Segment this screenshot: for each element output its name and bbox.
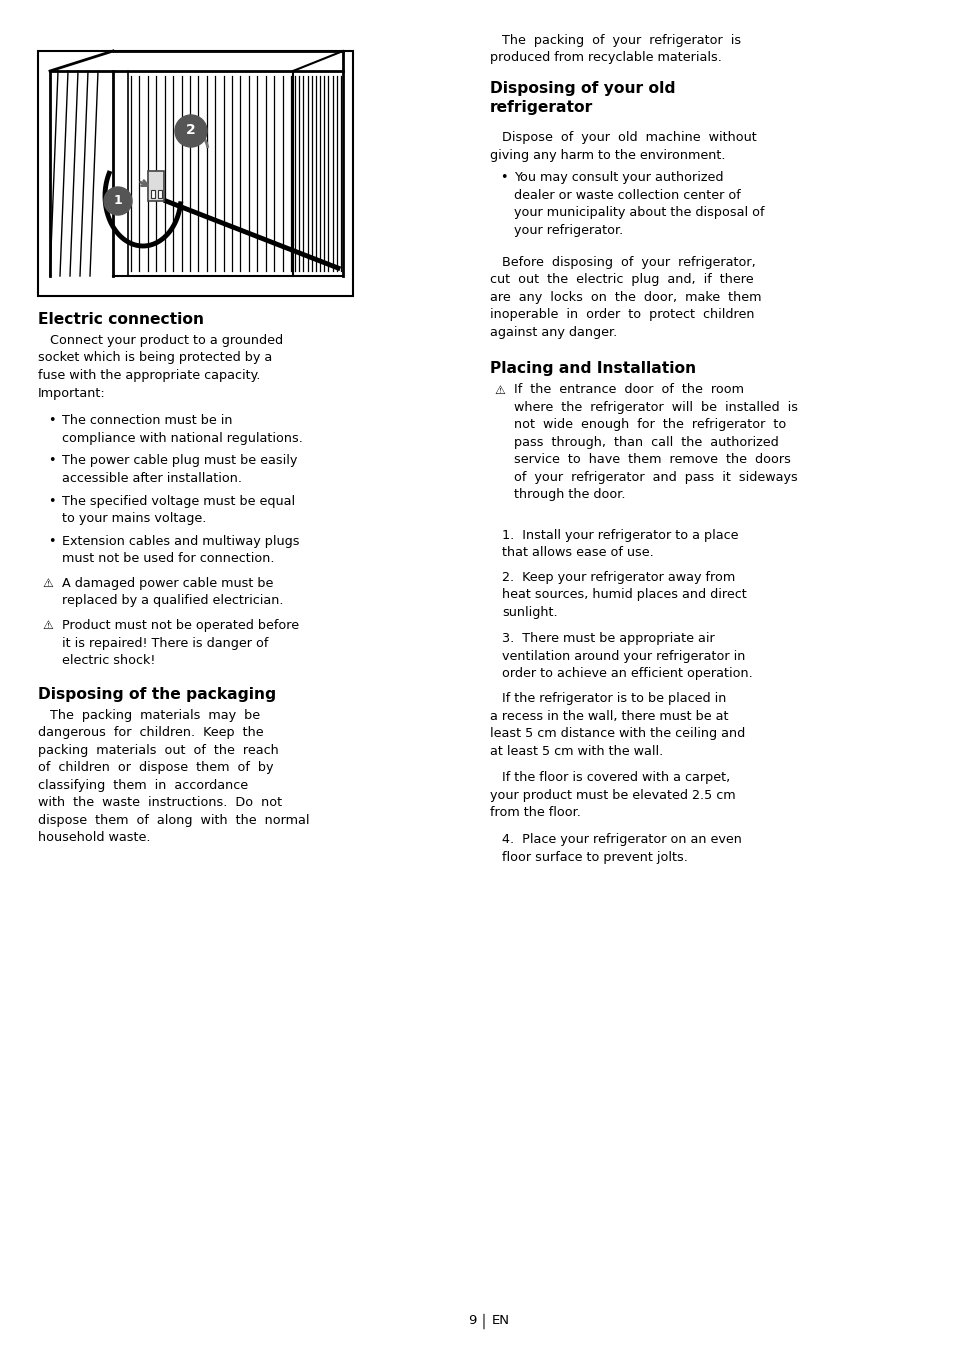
Text: The specified voltage must be equal
to your mains voltage.: The specified voltage must be equal to y… xyxy=(62,494,294,525)
Text: The  packing  materials  may  be
dangerous  for  children.  Keep  the
packing  m: The packing materials may be dangerous f… xyxy=(38,708,309,845)
Text: Electric connection: Electric connection xyxy=(38,311,204,328)
Text: 4.  Place your refrigerator on an even
floor surface to prevent jolts.: 4. Place your refrigerator on an even fl… xyxy=(501,833,741,864)
Circle shape xyxy=(104,187,132,215)
Text: 1.  Install your refrigerator to a place
that allows ease of use.: 1. Install your refrigerator to a place … xyxy=(501,528,738,559)
Text: If the refrigerator is to be placed in
a recess in the wall, there must be at
le: If the refrigerator is to be placed in a… xyxy=(490,692,744,758)
Text: 1: 1 xyxy=(113,194,122,207)
Text: A damaged power cable must be
replaced by a qualified electrician.: A damaged power cable must be replaced b… xyxy=(62,577,283,608)
Text: If  the  entrance  door  of  the  room
where  the  refrigerator  will  be  insta: If the entrance door of the room where t… xyxy=(514,383,797,501)
Text: Product must not be operated before
it is repaired! There is danger of
electric : Product must not be operated before it i… xyxy=(62,619,299,668)
Text: ⚠: ⚠ xyxy=(494,383,504,397)
Text: Before  disposing  of  your  refrigerator,
cut  out  the  electric  plug  and,  : Before disposing of your refrigerator, c… xyxy=(490,256,760,338)
Text: EN: EN xyxy=(492,1313,510,1327)
Text: Extension cables and multiway plugs
must not be used for connection.: Extension cables and multiway plugs must… xyxy=(62,535,299,565)
Text: Placing and Installation: Placing and Installation xyxy=(490,362,696,376)
Text: You may consult your authorized
dealer or waste collection center of
your munici: You may consult your authorized dealer o… xyxy=(514,172,763,237)
Text: │: │ xyxy=(479,1313,488,1330)
Text: •: • xyxy=(48,455,55,467)
Text: Disposing of your old
refrigerator: Disposing of your old refrigerator xyxy=(490,81,675,115)
Text: 2.  Keep your refrigerator away from
heat sources, humid places and direct
sunli: 2. Keep your refrigerator away from heat… xyxy=(501,570,746,619)
Circle shape xyxy=(174,115,207,148)
Text: 9: 9 xyxy=(468,1313,476,1327)
Text: Disposing of the packaging: Disposing of the packaging xyxy=(38,686,275,701)
Text: Connect your product to a grounded
socket which is being protected by a
fuse wit: Connect your product to a grounded socke… xyxy=(38,334,283,399)
Bar xyxy=(158,190,162,198)
Text: ⚠: ⚠ xyxy=(42,577,52,590)
Text: The connection must be in
compliance with national regulations.: The connection must be in compliance wit… xyxy=(62,414,302,445)
Text: 3.  There must be appropriate air
ventilation around your refrigerator in
order : 3. There must be appropriate air ventila… xyxy=(501,632,752,680)
Text: If the floor is covered with a carpet,
your product must be elevated 2.5 cm
from: If the floor is covered with a carpet, y… xyxy=(490,772,735,819)
Text: 2: 2 xyxy=(186,123,195,137)
Text: •: • xyxy=(499,172,507,184)
Text: •: • xyxy=(48,535,55,548)
Bar xyxy=(38,51,353,297)
Text: •: • xyxy=(48,494,55,508)
Text: Dispose  of  your  old  machine  without
giving any harm to the environment.: Dispose of your old machine without givi… xyxy=(490,131,756,161)
Bar xyxy=(151,190,154,198)
Text: The  packing  of  your  refrigerator  is
produced from recyclable materials.: The packing of your refrigerator is prod… xyxy=(490,34,740,65)
Text: The power cable plug must be easily
accessible after installation.: The power cable plug must be easily acce… xyxy=(62,455,297,485)
Text: ⚠: ⚠ xyxy=(42,619,52,632)
Text: •: • xyxy=(48,414,55,428)
Bar xyxy=(148,171,164,200)
